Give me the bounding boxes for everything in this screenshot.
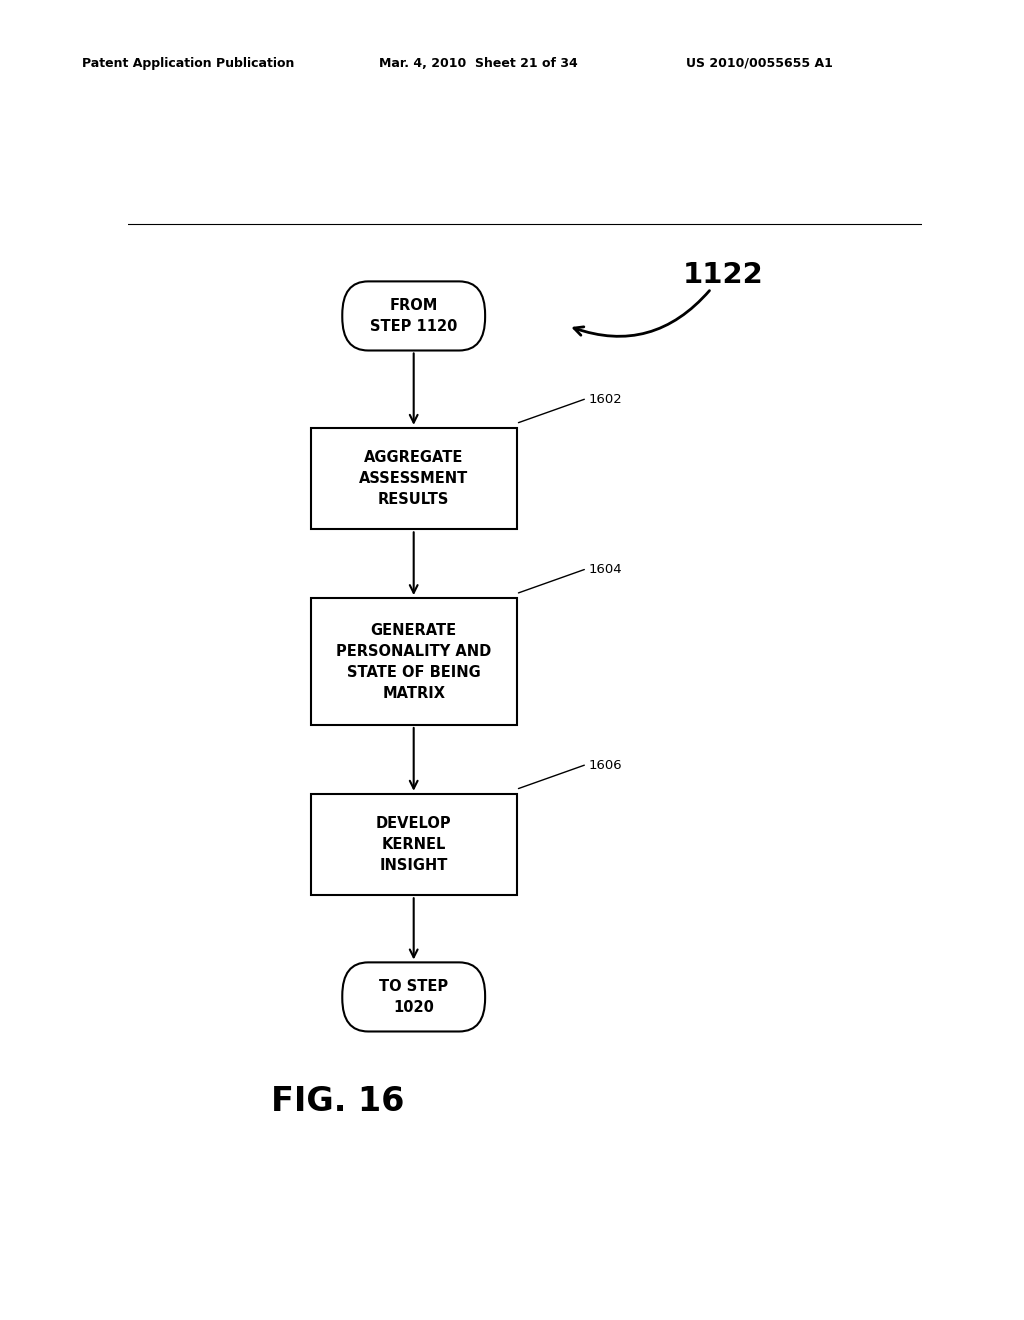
Text: US 2010/0055655 A1: US 2010/0055655 A1 — [686, 57, 833, 70]
Text: GENERATE
PERSONALITY AND
STATE OF BEING
MATRIX: GENERATE PERSONALITY AND STATE OF BEING … — [336, 623, 492, 701]
Text: Patent Application Publication: Patent Application Publication — [82, 57, 294, 70]
Text: 1122: 1122 — [683, 261, 764, 289]
Text: 1602: 1602 — [588, 393, 622, 405]
Text: FROM
STEP 1120: FROM STEP 1120 — [370, 298, 458, 334]
Text: 1606: 1606 — [588, 759, 622, 772]
FancyBboxPatch shape — [342, 962, 485, 1031]
Text: FIG. 16: FIG. 16 — [270, 1085, 404, 1118]
Text: 1604: 1604 — [588, 564, 622, 576]
Text: DEVELOP
KERNEL
INSIGHT: DEVELOP KERNEL INSIGHT — [376, 816, 452, 873]
Text: TO STEP
1020: TO STEP 1020 — [379, 979, 449, 1015]
Text: AGGREGATE
ASSESSMENT
RESULTS: AGGREGATE ASSESSMENT RESULTS — [359, 450, 468, 507]
Bar — [310, 793, 517, 895]
Bar — [310, 428, 517, 529]
Text: Mar. 4, 2010  Sheet 21 of 34: Mar. 4, 2010 Sheet 21 of 34 — [379, 57, 578, 70]
FancyBboxPatch shape — [342, 281, 485, 351]
Bar — [310, 598, 517, 725]
